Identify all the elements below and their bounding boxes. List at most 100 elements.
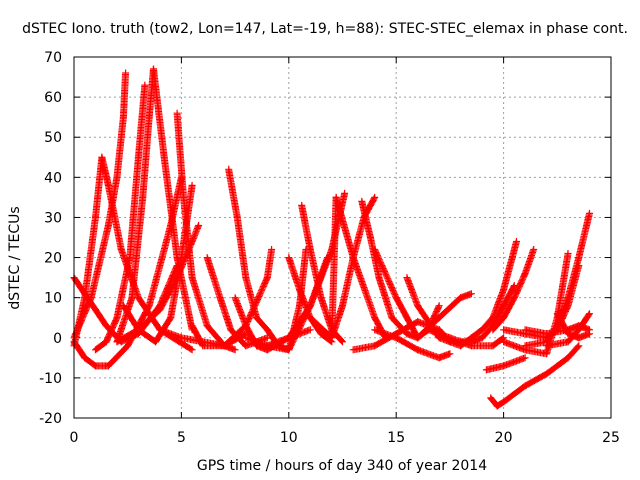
plus-marker-run (478, 322, 497, 342)
x-axis-label: GPS time / hours of day 340 of year 2014 (197, 458, 487, 474)
y-tick-label: 20 (44, 251, 62, 267)
y-axis-label: dSTEC / TECUs (7, 206, 23, 309)
plus-marker-run (403, 274, 422, 310)
chart-title: dSTEC Iono. truth (tow2, Lon=147, Lat=-1… (22, 21, 628, 37)
plus-marker-run (233, 213, 250, 282)
plus-marker-run (81, 213, 99, 302)
series-pass-31 (489, 246, 538, 334)
plus-marker-run (188, 222, 203, 245)
plus-marker-run (489, 302, 508, 330)
plot-frame (73, 56, 612, 419)
plus-marker-run (225, 165, 241, 221)
y-tick-label: 30 (44, 210, 62, 226)
plus-marker-run (119, 69, 130, 121)
plus-marker-run (371, 246, 400, 302)
plus-marker-run (98, 153, 112, 189)
series-pass-36 (521, 209, 593, 350)
plus-marker-run (575, 209, 593, 262)
plus-marker-run (126, 153, 142, 262)
plus-marker-run (216, 294, 235, 334)
plus-marker-run (500, 282, 518, 310)
plus-marker-run (435, 294, 465, 322)
plus-marker-run (139, 113, 153, 201)
plus-marker-run (489, 286, 508, 322)
plus-marker-run (92, 306, 110, 330)
plus-marker-run (467, 326, 486, 342)
plus-marker-run (177, 181, 196, 262)
plus-marker-run (564, 254, 583, 302)
y-tick-label: 40 (44, 170, 62, 186)
y-tick-label: -10 (39, 371, 62, 387)
x-tick-label: 20 (495, 430, 513, 446)
series-pass-21 (328, 193, 379, 342)
plus-marker-run (358, 197, 374, 241)
plus-marker-run (392, 334, 422, 354)
series-pass-38 (553, 310, 593, 342)
x-tick-label: 5 (177, 430, 186, 446)
plus-marker-run (87, 222, 112, 302)
plus-marker-run (489, 314, 508, 334)
series-pass-07 (70, 173, 185, 370)
x-tick-label: 25 (602, 430, 620, 446)
x-tick-label: 10 (280, 430, 298, 446)
plus-marker-run (500, 238, 520, 294)
plus-marker-run (113, 254, 134, 322)
plus-marker-run (220, 322, 250, 350)
series-pass-02 (70, 153, 196, 354)
plus-marker-run (339, 254, 357, 310)
series-pass-26 (403, 274, 475, 350)
series-pass-22 (358, 197, 422, 342)
series-pass-13 (188, 246, 276, 350)
plus-marker-run (500, 382, 529, 406)
plus-marker-run (500, 326, 529, 338)
grid-lines (74, 57, 611, 418)
y-tick-label: 0 (53, 331, 62, 347)
plus-marker-run (500, 354, 529, 370)
series-pass-25 (371, 326, 454, 362)
series-pass-03 (70, 69, 130, 342)
x-tick-label: 15 (387, 430, 405, 446)
plus-marker-run (564, 326, 583, 346)
plus-marker-run (500, 294, 518, 322)
plus-marker-run (285, 254, 303, 294)
plus-marker-run (564, 342, 583, 362)
y-tick-label: 50 (44, 130, 62, 146)
plus-marker-run (489, 334, 508, 350)
plus-marker-run (521, 246, 538, 278)
plus-marker-run (510, 270, 529, 302)
plus-marker-run (575, 330, 593, 342)
plus-marker-run (575, 310, 593, 334)
series-pass-04 (92, 81, 149, 354)
y-tick-label: -20 (39, 411, 62, 427)
plus-marker-run (102, 314, 121, 346)
series-pass-32 (482, 354, 529, 374)
plus-marker-run (92, 338, 110, 354)
series-pass-33 (487, 342, 583, 410)
plus-marker-run (231, 294, 250, 330)
plus-marker-run (392, 294, 411, 322)
plus-marker-run (457, 290, 475, 302)
plus-marker-run (113, 113, 127, 181)
plus-marker-run (203, 254, 224, 302)
plus-marker-run (317, 330, 336, 346)
y-tick-label: 10 (44, 291, 62, 307)
y-tick-label: 60 (44, 90, 62, 106)
plus-marker-run (104, 342, 132, 370)
plus-marker-run (521, 370, 551, 390)
plus-marker-run (553, 310, 572, 338)
plus-marker-run (306, 246, 325, 302)
plus-marker-run (128, 193, 147, 302)
plus-marker-run (188, 322, 207, 350)
plus-marker-run (119, 302, 142, 334)
plus-marker-run (160, 153, 181, 262)
plus-marker-run (375, 274, 396, 322)
plus-marker-run (478, 314, 497, 334)
plus-marker-run (104, 173, 121, 229)
series-pass-29 (457, 282, 518, 346)
plus-marker-run (253, 314, 271, 334)
plus-marker-run (167, 254, 185, 322)
plus-marker-run (435, 350, 454, 362)
series-pass-39 (543, 310, 593, 350)
plus-marker-run (263, 246, 276, 282)
